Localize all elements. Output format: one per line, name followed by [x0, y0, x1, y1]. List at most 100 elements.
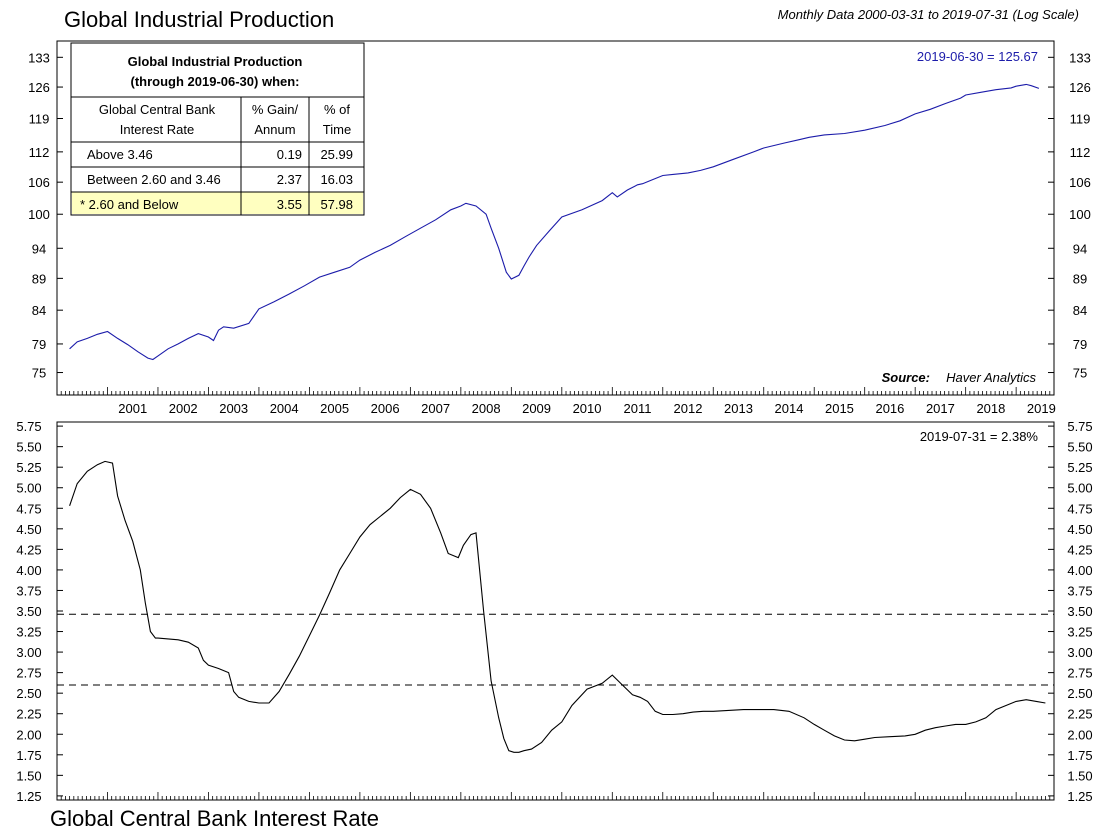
- summary-table-col1-header: Interest Rate: [120, 122, 194, 137]
- x-tick-label: 2001: [118, 401, 147, 416]
- rate-y-tick-label-left: 1.50: [16, 768, 41, 783]
- x-tick-label: 2002: [169, 401, 198, 416]
- summary-table-row-label: Between 2.60 and 3.46: [87, 172, 221, 187]
- ip-y-tick-label-left: 84: [32, 303, 46, 318]
- rate-y-tick-label-right: 5.75: [1067, 419, 1092, 434]
- summary-table-col1-header: Global Central Bank: [99, 102, 216, 117]
- summary-table-title-line1: Global Industrial Production: [128, 54, 303, 69]
- rate-y-tick-label-right: 4.00: [1067, 563, 1092, 578]
- ip-y-tick-label-left: 119: [29, 112, 50, 127]
- summary-table-col2-header: % Gain/: [252, 102, 299, 117]
- rate-y-tick-label-right: 4.50: [1067, 522, 1092, 537]
- rate-y-tick-label-right: 1.75: [1067, 748, 1092, 763]
- x-tick-label: 2007: [421, 401, 450, 416]
- source-name: Haver Analytics: [946, 370, 1036, 385]
- rate-y-tick-label-right: 5.25: [1067, 460, 1092, 475]
- x-tick-label: 2003: [219, 401, 248, 416]
- x-tick-label: 2018: [976, 401, 1005, 416]
- ip-y-tick-label-right: 100: [1069, 207, 1091, 222]
- ip-y-tick-label-right: 89: [1073, 271, 1087, 286]
- rate-y-tick-label-left: 3.75: [16, 583, 41, 598]
- rate-y-tick-label-right: 3.00: [1067, 645, 1092, 660]
- threshold-layer: [57, 613, 1054, 686]
- rate-y-tick-label-right: 3.50: [1067, 604, 1092, 619]
- rate-y-tick-label-left: 2.00: [16, 727, 41, 742]
- x-tick-label: 2011: [624, 401, 652, 416]
- summary-table-col3-header: % of: [324, 102, 350, 117]
- rate-y-tick-label-left: 4.00: [16, 563, 41, 578]
- rate-y-tick-label-left: 4.25: [16, 542, 41, 557]
- rate-y-tick-label-right: 3.25: [1067, 625, 1092, 640]
- ip-y-tick-label-left: 133: [28, 50, 50, 65]
- rate-last-value-label: 2019-07-31 = 2.38%: [920, 429, 1039, 444]
- chart-title-top: Global Industrial Production: [64, 7, 334, 32]
- chart-title-bottom: Global Central Bank Interest Rate: [50, 806, 379, 831]
- x-tick-label: 2006: [371, 401, 400, 416]
- ip-y-tick-label-right: 94: [1073, 241, 1087, 256]
- summary-table-row-gain: 0.19: [277, 147, 302, 162]
- ip-y-tick-label-right: 112: [1070, 145, 1091, 160]
- summary-table-row-label: * 2.60 and Below: [80, 197, 179, 212]
- summary-table-title-line2: (through 2019-06-30) when:: [130, 74, 299, 89]
- x-tick-label: 2010: [573, 401, 602, 416]
- axes-layer: 133 133 126 126 119 119 112 112 106 106 100 100 94 94…: [16, 50, 1092, 804]
- rate-y-tick-label-left: 3.25: [16, 625, 41, 640]
- rate-y-tick-label-right: 5.50: [1067, 440, 1092, 455]
- rate-y-tick-label-right: 3.75: [1067, 583, 1092, 598]
- summary-table-highlight: [72, 192, 363, 214]
- summary-table-row-label: Above 3.46: [87, 147, 153, 162]
- summary-table-row-gain: 3.55: [277, 197, 302, 212]
- ip-y-tick-label-left: 89: [32, 271, 46, 286]
- rate-y-tick-label-right: 2.00: [1067, 727, 1092, 742]
- x-tick-label: 2009: [522, 401, 551, 416]
- rate-y-tick-label-left: 5.00: [16, 481, 41, 496]
- x-tick-label: 2005: [320, 401, 349, 416]
- rate-series-line: [69, 460, 1046, 753]
- x-tick-label: 2017: [926, 401, 955, 416]
- x-tick-label: 2013: [724, 401, 753, 416]
- rate-y-tick-label-left: 5.75: [16, 419, 41, 434]
- source-label: Source:: [882, 370, 930, 385]
- ip-y-tick-label-left: 79: [32, 337, 46, 352]
- ip-y-tick-label-right: 75: [1073, 366, 1087, 381]
- summary-table-row-time: 16.03: [320, 172, 353, 187]
- x-tick-label: 2008: [472, 401, 501, 416]
- summary-table-col2-header: Annum: [254, 122, 295, 137]
- rate-y-tick-label-left: 2.50: [16, 686, 41, 701]
- ip-y-tick-label-right: 84: [1073, 303, 1087, 318]
- summary-table-row-time: 25.99: [320, 147, 353, 162]
- summary-table: Global Industrial Production (through 20…: [70, 42, 365, 216]
- ip-y-tick-label-right: 106: [1069, 175, 1091, 190]
- series-layer: [69, 83, 1046, 753]
- ip-y-tick-label-left: 112: [29, 145, 50, 160]
- summary-table-frame: [70, 42, 365, 216]
- x-tick-label: 2014: [775, 401, 804, 416]
- rate-y-tick-label-left: 2.25: [16, 707, 41, 722]
- x-tick-label: 2012: [674, 401, 703, 416]
- rate-y-tick-label-right: 1.25: [1067, 789, 1092, 804]
- rate-y-tick-label-right: 4.75: [1067, 501, 1092, 516]
- ip-y-tick-label-right: 133: [1069, 50, 1091, 65]
- top-panel-frame: [56, 40, 1055, 396]
- rate-y-tick-label-right: 4.25: [1067, 542, 1092, 557]
- rate-y-tick-label-left: 5.25: [16, 460, 41, 475]
- rate-y-tick-label-left: 4.75: [16, 501, 41, 516]
- rate-y-tick-label-left: 1.75: [16, 748, 41, 763]
- ip-y-tick-label-right: 126: [1069, 80, 1091, 95]
- ip-y-tick-label-left: 106: [28, 175, 50, 190]
- ip-y-tick-label-right: 119: [1070, 112, 1091, 127]
- rate-y-tick-label-left: 3.50: [16, 604, 41, 619]
- summary-table-row-time: 57.98: [320, 197, 353, 212]
- ip-y-tick-label-left: 94: [32, 241, 46, 256]
- summary-table-row-gain: 2.37: [277, 172, 302, 187]
- rate-y-tick-label-right: 2.50: [1067, 686, 1092, 701]
- rate-y-tick-label-left: 1.25: [16, 789, 41, 804]
- ip-y-tick-label-left: 100: [28, 207, 50, 222]
- rate-y-tick-label-left: 3.00: [16, 645, 41, 660]
- rate-y-tick-label-right: 5.00: [1067, 481, 1092, 496]
- chart-subtitle: Monthly Data 2000-03-31 to 2019-07-31 (L…: [778, 7, 1079, 22]
- ip-y-tick-label-left: 126: [28, 80, 50, 95]
- summary-table-col3-header: Time: [323, 122, 351, 137]
- ip-series-line: [69, 83, 1040, 361]
